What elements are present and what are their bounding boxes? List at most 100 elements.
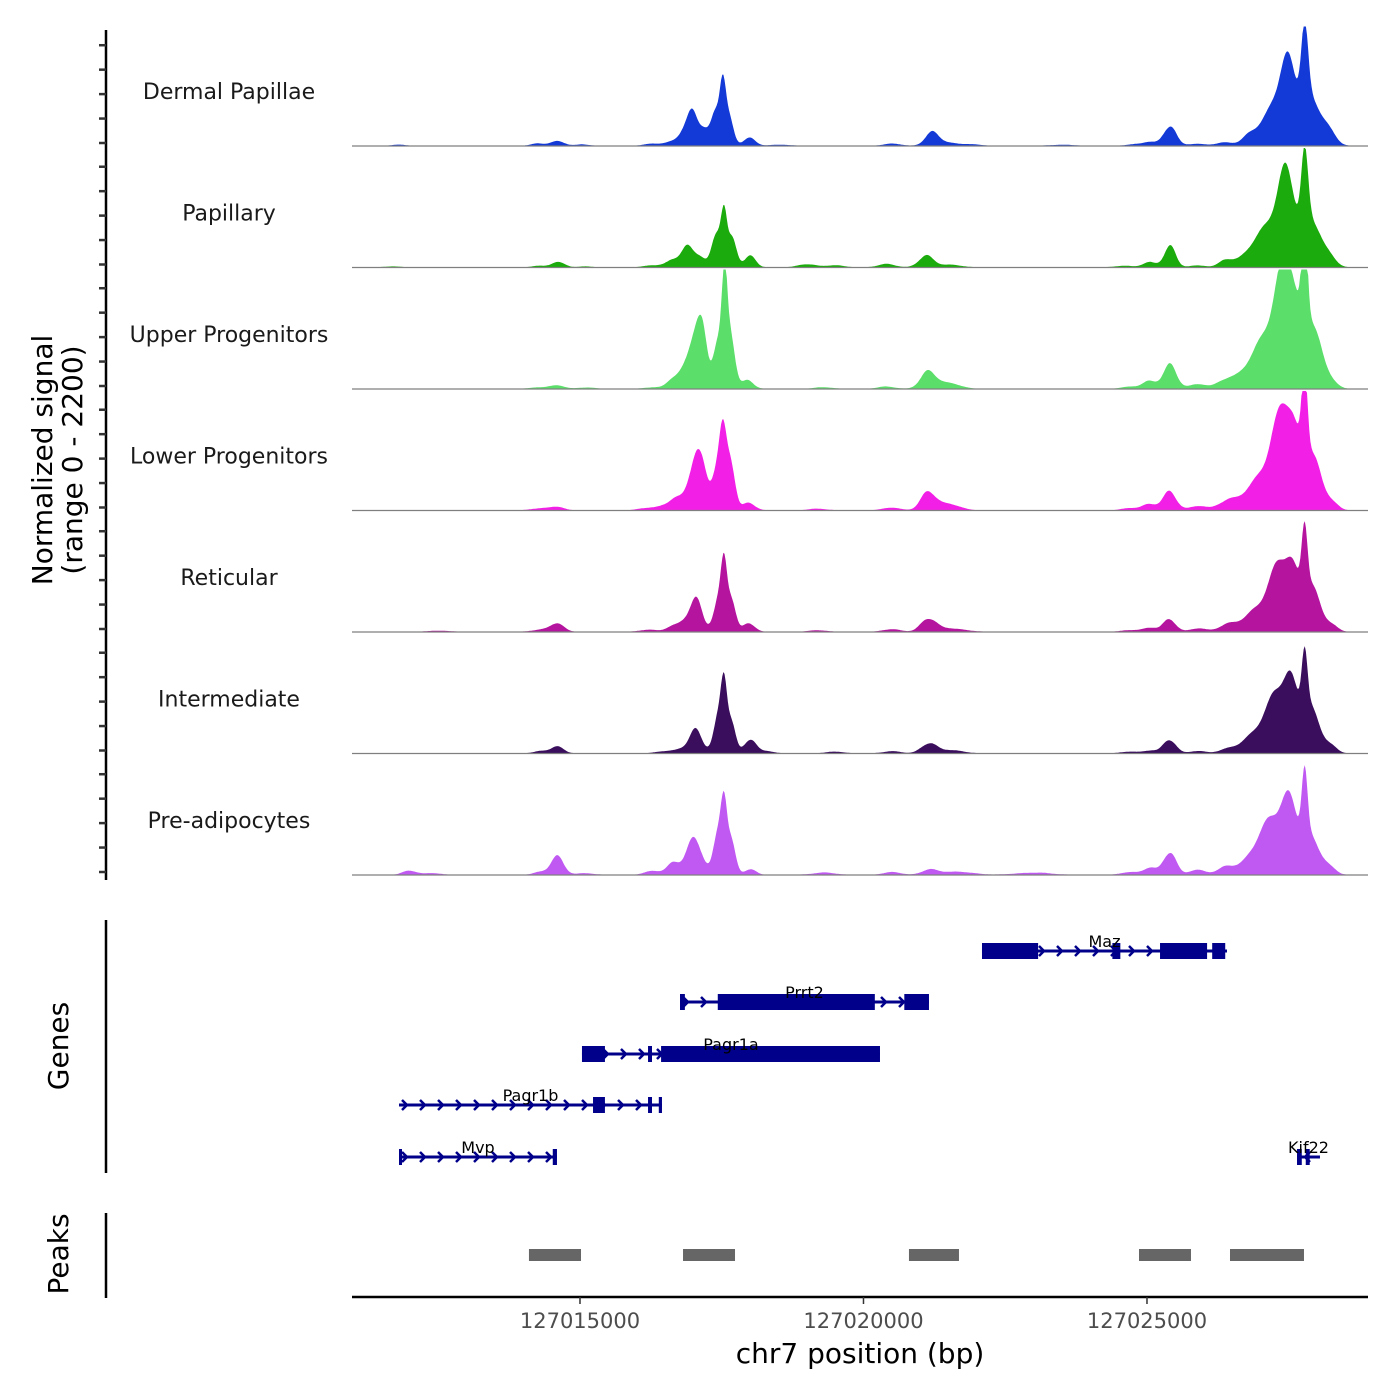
exon — [1212, 943, 1226, 959]
track-pre-adipocytes: Pre-adipocytes — [148, 765, 1368, 876]
strand-arrow — [1074, 945, 1082, 957]
exon — [658, 1097, 662, 1113]
y-title-line1: Normalized signal — [26, 335, 59, 586]
signal-area — [352, 391, 1368, 511]
signal-y-axis-title: Normalized signal (range 0 - 2200) — [26, 335, 89, 586]
strand-arrow — [437, 1099, 445, 1111]
strand-arrow — [545, 1151, 553, 1163]
exon — [648, 1046, 652, 1062]
track-label: Dermal Papillae — [143, 80, 315, 105]
gene-kif22: Kif22 — [1288, 1138, 1329, 1165]
strand-arrow — [419, 1099, 427, 1111]
gene-label: Kif22 — [1288, 1138, 1329, 1157]
track-dermal-papillae: Dermal Papillae — [143, 26, 1368, 147]
strand-arrow — [1128, 945, 1136, 957]
peak-region — [683, 1249, 736, 1261]
exon — [1112, 943, 1121, 959]
gene-label: Prrt2 — [785, 983, 824, 1002]
strand-arrow — [617, 1099, 625, 1111]
strand-arrow — [581, 1099, 589, 1111]
strand-arrow — [401, 1151, 409, 1163]
gene-maz: Maz — [981, 932, 1227, 959]
strand-arrow — [1092, 945, 1100, 957]
exon — [904, 994, 929, 1010]
track-label: Intermediate — [158, 688, 300, 713]
strand-arrow — [563, 1099, 571, 1111]
strand-arrow — [620, 1048, 628, 1060]
exon — [1160, 943, 1208, 959]
x-tick-label: 127015000 — [520, 1309, 640, 1333]
strand-arrow — [437, 1151, 445, 1163]
exon — [680, 994, 685, 1010]
signal-area — [352, 148, 1368, 268]
peak-track — [528, 1249, 1304, 1261]
gene-label: Mvp — [461, 1138, 494, 1157]
peak-region — [908, 1249, 959, 1261]
peak-region — [1229, 1249, 1304, 1261]
genes-axis-title: Genes — [42, 1002, 75, 1090]
gene-mvp: Mvp — [399, 1138, 557, 1165]
exon — [552, 1149, 557, 1165]
strand-arrow — [455, 1099, 463, 1111]
strand-arrow — [491, 1099, 499, 1111]
strand-arrow — [509, 1099, 517, 1111]
strand-arrow — [1146, 945, 1154, 957]
gene-label: Maz — [1088, 932, 1120, 951]
strand-arrow — [527, 1099, 535, 1111]
gene-label: Pagr1a — [703, 1035, 758, 1054]
track-label: Upper Progenitors — [130, 323, 329, 348]
strand-arrow — [635, 1099, 643, 1111]
exon — [593, 1097, 605, 1113]
exon — [717, 994, 875, 1010]
exon — [981, 943, 1039, 959]
exon — [399, 1149, 403, 1165]
exon — [648, 1097, 652, 1113]
track-papillary: Papillary — [182, 148, 1368, 269]
peaks-axis-title: Peaks — [42, 1213, 75, 1294]
strand-arrow — [1038, 945, 1046, 957]
exon — [1305, 1149, 1310, 1165]
strand-arrow — [700, 996, 708, 1008]
gene-pagr1b: Pagr1b — [399, 1086, 662, 1113]
signal-y-ticks — [99, 43, 106, 874]
track-label: Pre-adipocytes — [148, 809, 311, 834]
signal-area — [352, 521, 1368, 632]
strand-arrow — [545, 1099, 553, 1111]
strand-arrow — [527, 1151, 535, 1163]
track-reticular: Reticular — [180, 521, 1368, 633]
gene-track: Maz Prrt2 Pagr1a Pagr1b Mvp Kif22 — [399, 932, 1329, 1165]
strand-arrow — [638, 1048, 646, 1060]
strand-arrow — [880, 996, 888, 1008]
strand-arrow — [473, 1151, 481, 1163]
track-lower-progenitors: Lower Progenitors — [130, 391, 1368, 512]
strand-arrow — [419, 1151, 427, 1163]
exon — [661, 1046, 880, 1062]
track-label: Lower Progenitors — [130, 445, 328, 470]
strand-arrow — [401, 1099, 409, 1111]
gene-pagr1a: Pagr1a — [581, 1035, 880, 1062]
x-tick-label: 127025000 — [1087, 1309, 1207, 1333]
strand-arrow — [473, 1099, 481, 1111]
strand-arrow — [898, 996, 906, 1008]
strand-arrow — [491, 1151, 499, 1163]
x-tick-label: 127020000 — [803, 1309, 923, 1333]
y-title-line2: (range 0 - 2200) — [56, 345, 89, 574]
exon — [1297, 1149, 1302, 1165]
signal-area — [352, 765, 1368, 875]
gene-label: Pagr1b — [503, 1086, 559, 1105]
exon — [581, 1046, 605, 1062]
strand-arrow — [509, 1151, 517, 1163]
track-label: Papillary — [182, 202, 276, 227]
x-axis-title: chr7 position (bp) — [736, 1337, 985, 1370]
strand-arrow — [1056, 945, 1064, 957]
signal-tracks: Dermal Papillae Papillary Upper Progenitor… — [130, 26, 1368, 876]
signal-area — [352, 26, 1368, 146]
signal-area — [352, 269, 1368, 389]
track-intermediate: Intermediate — [158, 646, 1368, 755]
track-label: Reticular — [180, 566, 278, 591]
signal-area — [352, 646, 1368, 754]
strand-arrow — [455, 1151, 463, 1163]
peak-region — [528, 1249, 582, 1261]
gene-prrt2: Prrt2 — [680, 983, 929, 1010]
